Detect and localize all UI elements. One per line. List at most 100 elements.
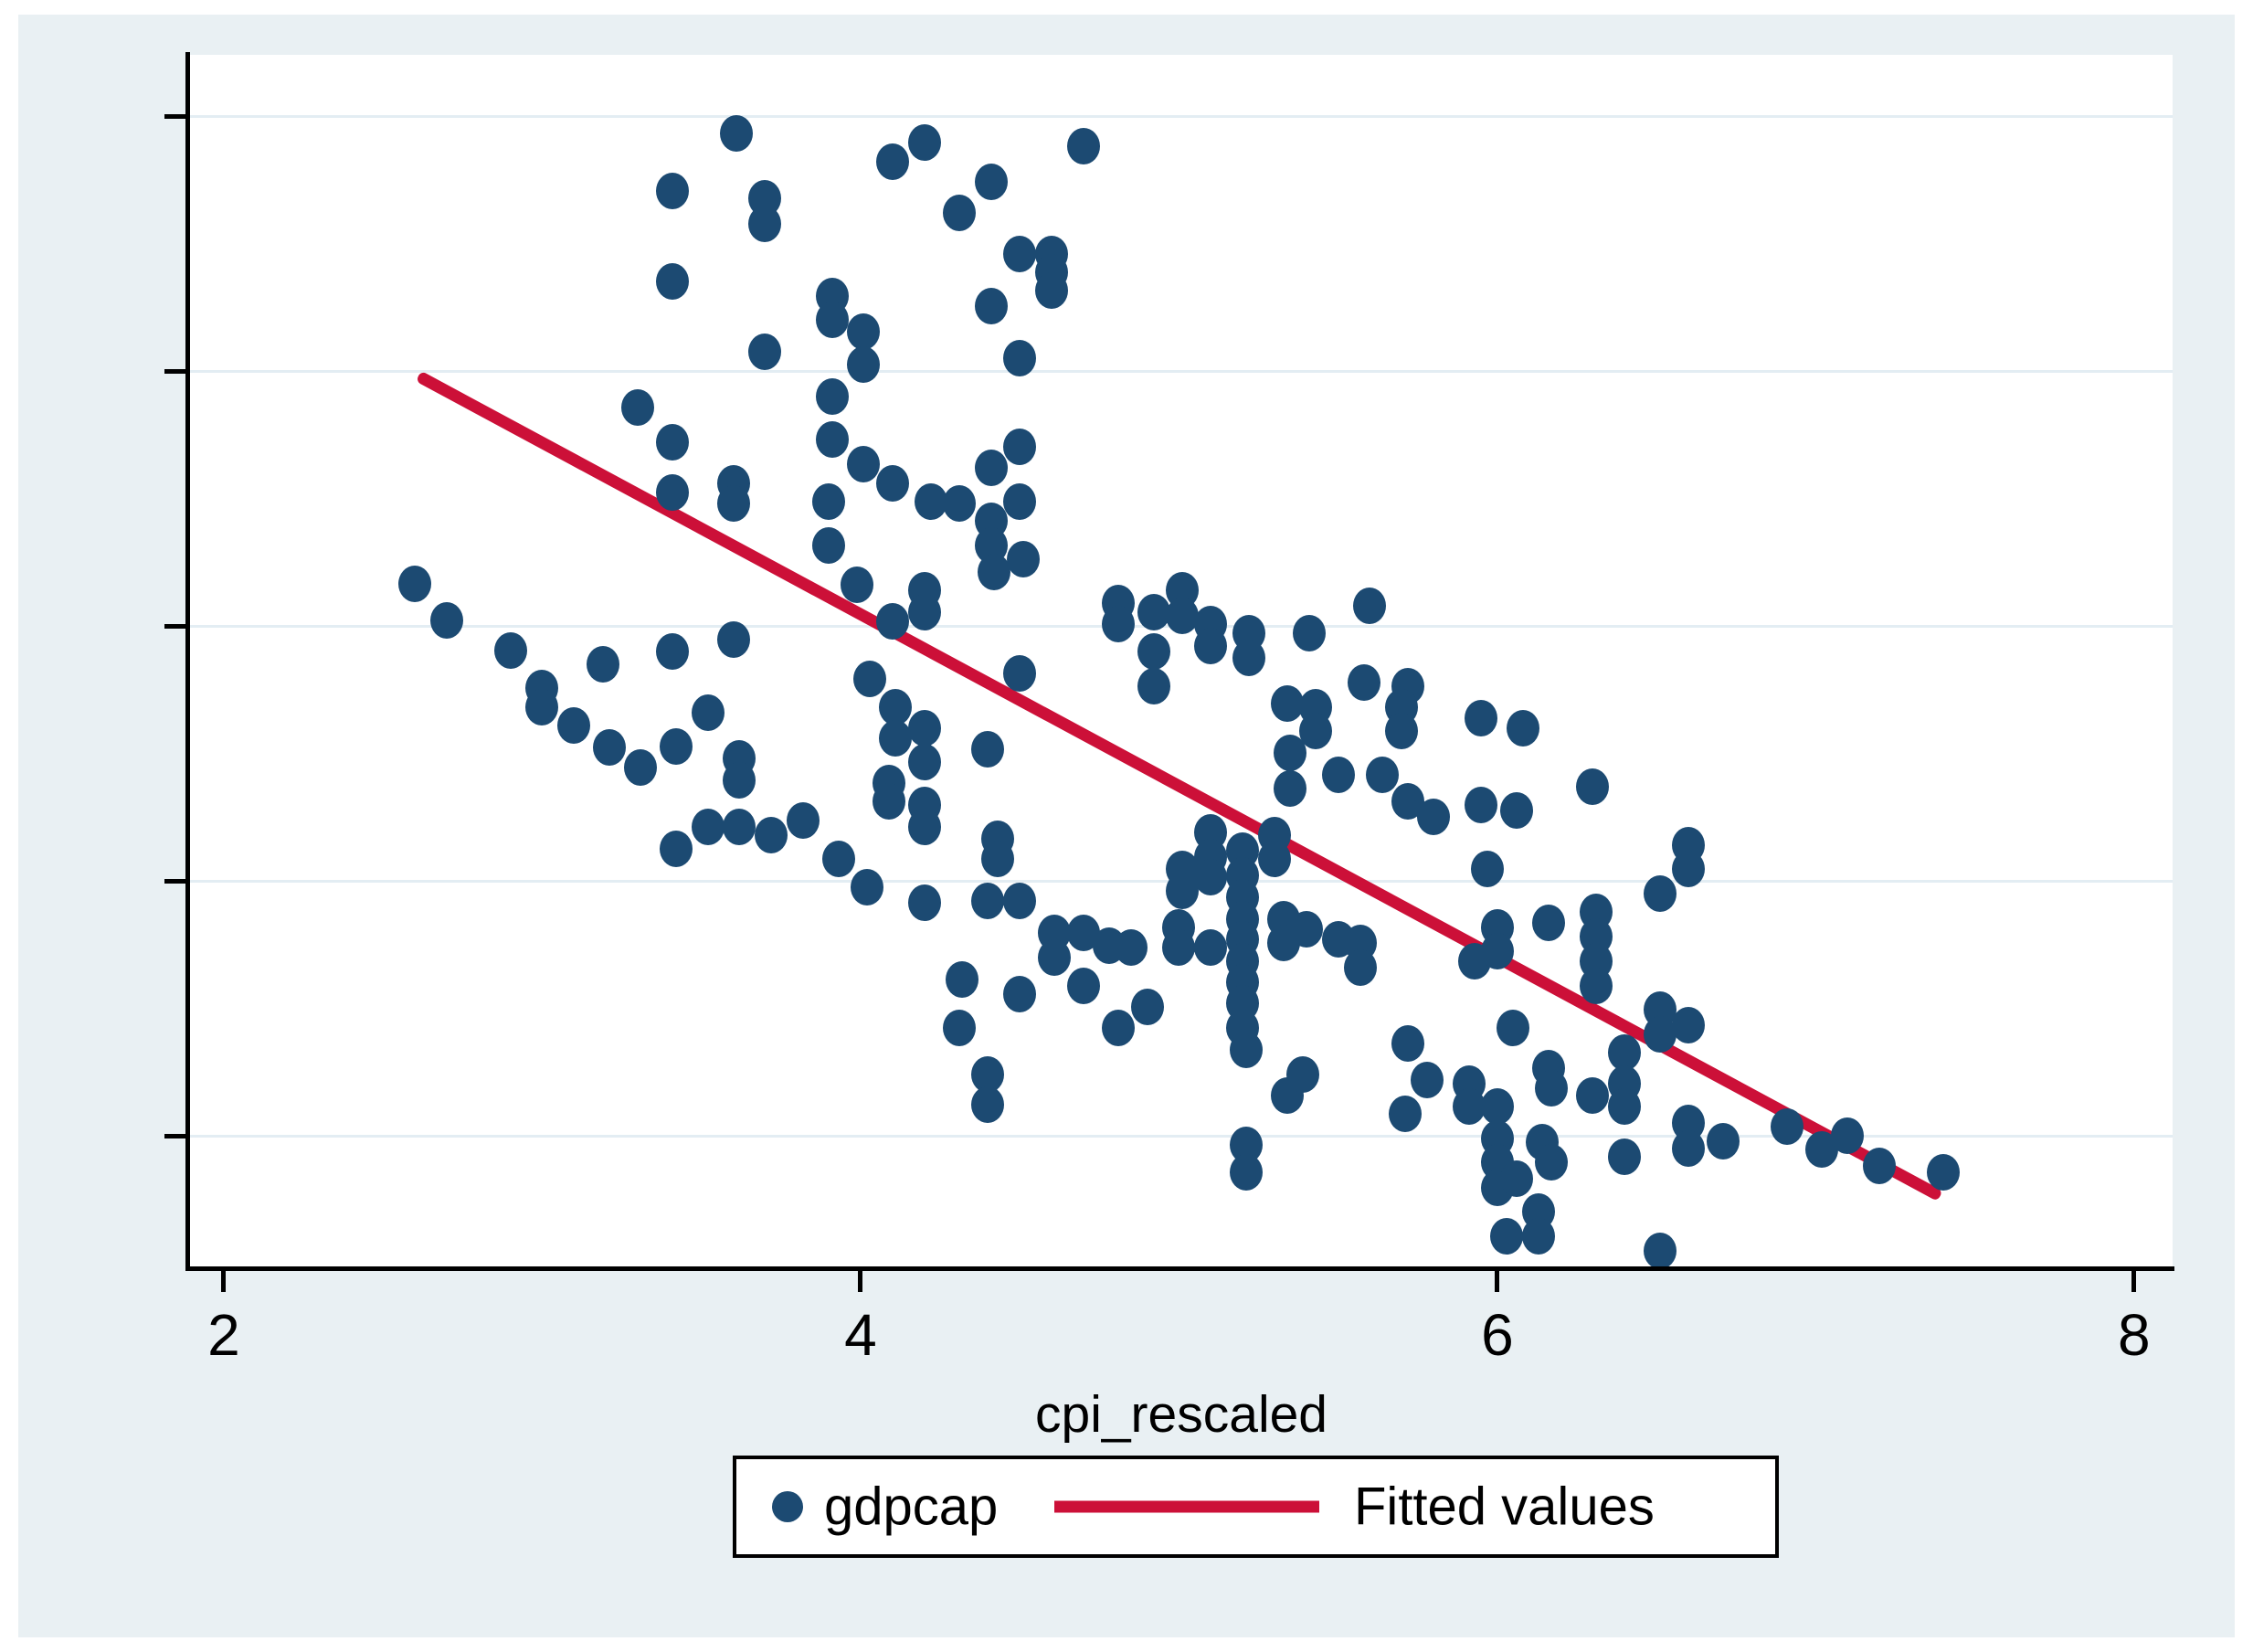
scatter-point: [907, 710, 941, 747]
scatter-point: [942, 194, 976, 231]
scatter-point: [853, 660, 887, 697]
x-tick-label: 2: [207, 1302, 240, 1368]
scatter-point: [1499, 1160, 1533, 1197]
scatter-point: [847, 345, 881, 383]
scatter-point: [1165, 872, 1199, 909]
y-tick: [164, 878, 186, 884]
scatter-point: [1506, 710, 1539, 747]
scatter-point: [716, 485, 750, 523]
scatter-point: [592, 729, 626, 767]
scatter-point: [1293, 615, 1327, 652]
scatter-point: [1229, 1154, 1263, 1191]
scatter-point: [1770, 1107, 1803, 1145]
scatter-point: [691, 694, 725, 731]
scatter-point: [1417, 798, 1451, 835]
scatter-point: [1115, 929, 1148, 967]
gridline: [190, 115, 2173, 119]
scatter-point: [971, 882, 1005, 919]
legend-label-fitted: Fitted values: [1354, 1477, 1655, 1537]
plot-area: [190, 55, 2173, 1270]
scatter-point: [1608, 1088, 1642, 1126]
scatter-point: [1274, 734, 1307, 771]
scatter-point: [1194, 627, 1228, 664]
scatter-point: [659, 727, 693, 765]
scatter-point: [1066, 127, 1100, 164]
scatter-point: [659, 830, 693, 867]
scatter-point: [1643, 1233, 1677, 1270]
scatter-point: [875, 143, 909, 180]
scatter-point: [1162, 929, 1196, 967]
scatter-point: [656, 172, 690, 209]
scatter-point: [1643, 1015, 1677, 1053]
gridline: [190, 1134, 2173, 1138]
scatter-point: [398, 566, 432, 602]
scatter-point: [1497, 1010, 1530, 1047]
scatter-point: [812, 482, 846, 520]
scatter-point: [1137, 593, 1170, 630]
scatter-point: [1130, 989, 1164, 1026]
scatter-point: [907, 884, 941, 922]
scatter-point: [1232, 640, 1266, 677]
x-tick-label: 4: [844, 1302, 877, 1368]
scatter-point: [1471, 851, 1505, 888]
scatter-point: [1229, 1031, 1263, 1068]
scatter-point: [1299, 712, 1333, 749]
scatter-point: [1137, 633, 1170, 671]
scatter-point: [1066, 967, 1100, 1004]
scatter-point: [656, 263, 690, 301]
scatter-point: [850, 869, 883, 905]
y-axis-line: [185, 52, 190, 1271]
scatter-point: [656, 474, 690, 512]
scatter-point: [1465, 700, 1498, 737]
scatter-point: [1034, 271, 1068, 309]
scatter-point: [1499, 792, 1533, 830]
scatter-point: [1385, 712, 1419, 749]
scatter-point: [946, 960, 979, 998]
x-tick: [858, 1271, 863, 1292]
scatter-point: [1321, 756, 1355, 793]
legend-label-gdpcap: gdpcap: [824, 1477, 999, 1537]
fitted-values-line: [415, 371, 1943, 1202]
scatter-point: [1671, 1007, 1705, 1044]
scatter-point: [1535, 1144, 1569, 1181]
scatter-point: [1608, 1033, 1642, 1071]
scatter-point: [1643, 874, 1677, 912]
scatter-point: [656, 633, 690, 671]
scatter-point: [1006, 541, 1040, 578]
scatter-point: [1003, 655, 1037, 693]
scatter-point: [1411, 1062, 1444, 1099]
scatter-point: [586, 645, 619, 683]
scatter-point: [723, 808, 756, 845]
scatter-point: [815, 301, 849, 338]
scatter-point: [971, 730, 1005, 768]
y-tick: [164, 114, 186, 120]
scatter-point: [847, 312, 881, 350]
scatter-point: [719, 115, 753, 153]
scatter-point: [875, 603, 909, 641]
scatter-point: [1003, 428, 1037, 465]
scatter-point: [1165, 597, 1199, 634]
scatter-point: [557, 707, 591, 745]
scatter-point: [1391, 1025, 1425, 1063]
scatter-point: [1003, 340, 1037, 376]
scatter-point: [748, 334, 782, 371]
scatter-point: [907, 593, 941, 630]
scatter-point: [429, 601, 463, 639]
scatter-point: [1003, 482, 1037, 520]
scatter-point: [1274, 770, 1307, 808]
scatter-point: [980, 841, 1014, 878]
scatter-point: [624, 748, 658, 786]
x-axis-line: [185, 1266, 2174, 1271]
scatter-point: [873, 782, 906, 820]
scatter-point: [493, 632, 527, 670]
scatter-point: [1366, 756, 1400, 793]
scatter-point: [978, 553, 1011, 590]
scatter-point: [1452, 1088, 1486, 1126]
y-tick: [164, 1133, 186, 1138]
scatter-point: [974, 164, 1008, 201]
x-tick: [221, 1271, 227, 1292]
scatter-point: [907, 123, 941, 161]
scatter-point: [1286, 1055, 1320, 1093]
gridline: [190, 370, 2173, 374]
y-tick: [164, 623, 186, 629]
